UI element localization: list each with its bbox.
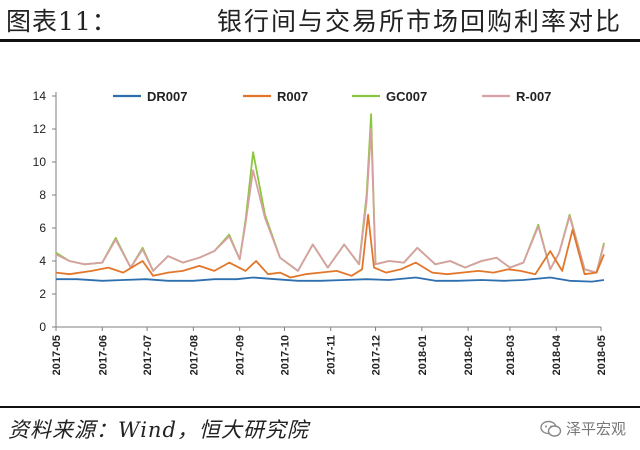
x-tick-label: 2018-04 (551, 334, 563, 375)
series-line-r-007 (55, 128, 605, 274)
watermark: 泽平宏观 (540, 418, 626, 439)
y-tick-label: 14 (33, 89, 47, 103)
x-tick-label: 2017-11 (326, 335, 338, 375)
line-chart: 0 2 4 6 8 10 12 14 2017-05 2017-06 2017-07 2017-08 2… (33, 89, 608, 375)
y-tick-label: 12 (33, 122, 47, 136)
figure-header: 图表11： 银行间与交易所市场回购利率对比 (0, 0, 640, 40)
watermark-text: 泽平宏观 (565, 420, 626, 438)
chart-axes: 0 2 4 6 8 10 12 14 2017-05 2017-06 2017-07 2017-08 2… (33, 89, 608, 375)
x-tick-label: 2017-09 (235, 335, 247, 375)
top-rule (0, 39, 640, 42)
x-tick-label: 2018-02 (463, 335, 475, 375)
x-tick-label: 2018-03 (505, 335, 517, 375)
x-tick-label: 2017-06 (97, 335, 109, 375)
x-tick-label: 2018-01 (417, 335, 429, 375)
figure-label: 图表11： (6, 7, 118, 36)
series-line-gc007 (55, 113, 605, 274)
x-tick-label: 2017-05 (51, 335, 63, 375)
x-tick-label: 2017-12 (371, 335, 383, 375)
legend-label-r007: R007 (277, 89, 308, 104)
chart-legend: DR007 R007 GC007 R-007 (113, 89, 551, 104)
y-tick-label: 4 (39, 254, 46, 268)
figure-title: 银行间与交易所市场回购利率对比 (216, 7, 622, 36)
y-tick-label: 0 (39, 320, 46, 334)
y-tick-label: 6 (39, 221, 46, 235)
x-tick-label: 2017-07 (142, 335, 154, 375)
wechat-icon (540, 420, 562, 437)
y-tick-label: 10 (33, 155, 47, 169)
bottom-rule (0, 406, 640, 408)
x-tick-label: 2017-08 (188, 335, 200, 375)
y-tick-label: 8 (39, 188, 46, 202)
y-tick-label: 2 (39, 287, 46, 301)
legend-label-gc007: GC007 (386, 89, 427, 104)
series-line-dr007 (56, 276, 605, 283)
chart-series (55, 113, 605, 283)
source-note: 资料来源：Wind，恒大研究院 (8, 418, 309, 442)
x-tick-label: 2018-05 (596, 335, 608, 375)
legend-label-r-007: R-007 (516, 89, 551, 104)
series-line-r007 (55, 213, 605, 279)
legend-label-dr007: DR007 (147, 89, 187, 104)
x-tick-label: 2017-10 (279, 335, 291, 375)
